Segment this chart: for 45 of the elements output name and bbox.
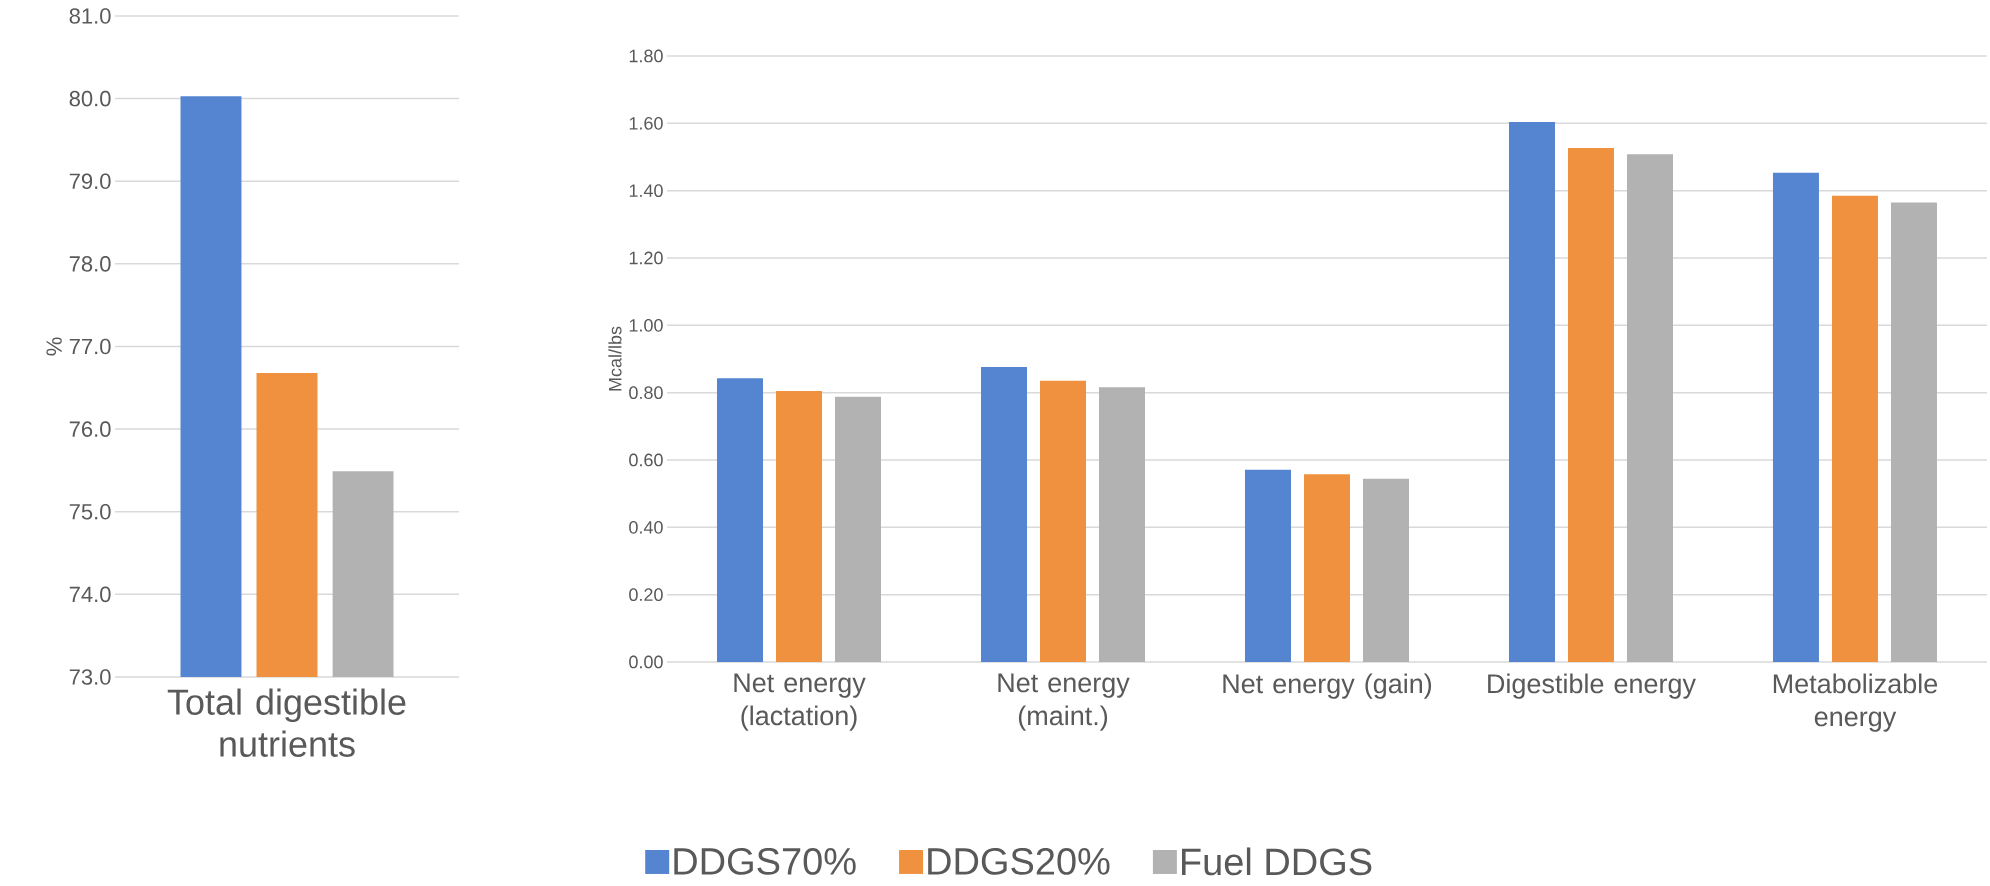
x-tick-label: Net energy (gain)	[1223, 673, 1432, 699]
y-tick-label: 1.80	[629, 49, 663, 63]
y-axis-title: %	[46, 337, 62, 356]
bar	[776, 390, 823, 662]
bar	[1567, 147, 1614, 662]
x-tick-label: Digestible energy	[1488, 673, 1696, 699]
y-tick-label: 76.0	[69, 421, 111, 437]
y-tick-label: 1.00	[629, 318, 663, 332]
y-tick-label: 0.40	[629, 520, 663, 534]
bar	[1303, 474, 1350, 662]
y-tick-label: 75.0	[69, 503, 111, 520]
y-tick-label: 78.0	[69, 256, 111, 272]
bar	[1244, 469, 1291, 662]
bar	[1362, 478, 1409, 662]
x-tick-label: Total digestible nutrients	[167, 688, 406, 757]
y-tick-label: 1.40	[629, 184, 663, 198]
bar	[1890, 202, 1937, 662]
y-tick-label: 73.0	[69, 669, 111, 685]
bar	[1508, 121, 1555, 662]
y-tick-label: 1.20	[629, 251, 663, 265]
x-tick-label: Metabolizable energy	[1773, 673, 1938, 732]
y-tick-label: 79.0	[69, 173, 111, 190]
legend-label: DDGS70%	[674, 847, 856, 875]
bar	[1040, 380, 1086, 662]
y-tick-label: 80.0	[69, 90, 111, 107]
y-tick-label: 74.0	[69, 586, 111, 603]
bar	[1626, 154, 1673, 662]
y-tick-label: 77.0	[69, 338, 111, 355]
y-tick-label: 81.0	[69, 8, 111, 24]
bar	[981, 367, 1027, 662]
y-tick-label: 1.60	[629, 116, 663, 130]
legend-label: Fuel DDGS	[1182, 847, 1372, 876]
y-tick-label: 0.00	[629, 655, 663, 669]
legend-label: DDGS20%	[928, 847, 1110, 875]
bar	[835, 396, 882, 662]
y-axis-title: Mcal/lbs	[608, 326, 622, 391]
y-tick-label: 0.60	[629, 453, 663, 467]
bar	[1772, 172, 1819, 662]
x-tick-label: Net energy (maint.)	[998, 673, 1130, 731]
y-tick-label: 0.80	[629, 386, 663, 400]
bar	[1831, 195, 1878, 662]
bar	[717, 378, 764, 662]
y-tick-label: 0.20	[629, 588, 663, 602]
x-tick-label: Net energy (lactation)	[734, 673, 866, 731]
bar	[1099, 387, 1145, 662]
